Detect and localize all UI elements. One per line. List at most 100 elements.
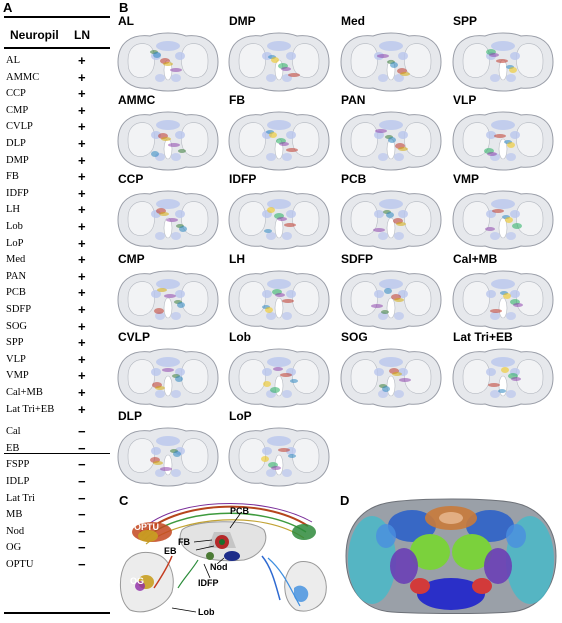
row-ln-symbol: −	[78, 490, 86, 506]
panel-c-drawing	[120, 502, 327, 613]
row-ln-symbol: −	[78, 457, 86, 473]
row-ln-symbol: +	[78, 136, 86, 151]
table-row: CMP +	[4, 103, 110, 120]
thumbnail-label: VMP	[453, 172, 480, 186]
header-neuropil: Neuropil	[10, 28, 59, 42]
brain-thumbnail	[228, 348, 330, 408]
thumbnail-label: SDFP	[341, 252, 374, 266]
brain-thumbnail	[452, 32, 554, 92]
table-row: SOG +	[4, 318, 110, 336]
table-row: MB −	[4, 507, 110, 524]
thumbnail-label: SOG	[341, 330, 368, 344]
thumbnail-label: CVLP	[118, 330, 151, 344]
row-ln-symbol: +	[78, 252, 86, 268]
row-ln-symbol: +	[78, 285, 86, 301]
table-row: AMMC +	[4, 69, 110, 87]
table-row: EB −	[4, 441, 110, 458]
panel-a-letter: A	[3, 0, 13, 15]
row-ln-symbol: +	[78, 318, 86, 334]
table-row: DMP +	[4, 152, 110, 170]
row-neuropil-name: CVLP	[6, 121, 33, 133]
row-ln-symbol: +	[78, 219, 86, 234]
row-neuropil-name: Lat Tri	[6, 492, 35, 504]
row-ln-symbol: −	[78, 557, 86, 572]
brain-thumbnail	[117, 111, 219, 171]
row-ln-symbol: −	[78, 540, 86, 556]
table-row: Lat Tri −	[4, 490, 110, 508]
table-row: IDLP −	[4, 474, 110, 491]
thumbnail-label: PCB	[341, 172, 367, 186]
table-row: IDFP +	[4, 186, 110, 203]
table-row: Med +	[4, 252, 110, 269]
row-ln-symbol: +	[78, 268, 86, 284]
thumbnail-label: VLP	[453, 93, 477, 107]
brain-thumbnail	[452, 270, 554, 330]
row-neuropil-name: OG	[6, 542, 22, 554]
row-neuropil-name: EB	[6, 442, 20, 454]
panel-d-figure	[342, 496, 560, 616]
table-row: Cal+MB +	[4, 385, 110, 402]
table-row: Lob +	[4, 219, 110, 236]
table-row: PAN +	[4, 268, 110, 286]
brain-thumbnail	[117, 190, 219, 250]
panel-c-letter: C	[119, 493, 129, 508]
row-ln-symbol: −	[78, 507, 86, 523]
table-row: DLP +	[4, 136, 110, 153]
row-neuropil-name: SOG	[6, 320, 28, 332]
row-ln-symbol: +	[78, 53, 86, 68]
row-neuropil-name: FSPP	[6, 459, 30, 471]
row-ln-symbol: −	[78, 523, 86, 539]
thumbnail-label: Med	[341, 14, 365, 28]
row-neuropil-name: Nod	[6, 525, 25, 537]
brain-thumbnail	[340, 190, 442, 250]
brain-thumbnail	[228, 32, 330, 92]
label-idfp: IDFP	[198, 578, 219, 588]
row-neuropil-name: IDLP	[6, 476, 30, 487]
row-neuropil-name: FB	[6, 171, 19, 183]
table-row: CVLP +	[4, 119, 110, 136]
table-row: Lat Tri+EB +	[4, 402, 110, 419]
row-neuropil-name: SDFP	[6, 304, 32, 315]
row-ln-symbol: −	[78, 424, 86, 440]
label-lob: Lob	[198, 607, 215, 617]
table-row: SDFP +	[4, 302, 110, 319]
thumbnail-label: SPP	[453, 14, 478, 28]
table-row: LH +	[4, 202, 110, 219]
label-eb: EB	[164, 546, 177, 556]
row-neuropil-name: VLP	[6, 353, 26, 365]
thumbnail-label: Cal+MB	[453, 252, 498, 266]
thumbnail-label: Lat Tri+EB	[453, 330, 513, 344]
row-neuropil-name: DMP	[6, 154, 29, 166]
row-neuropil-name: CMP	[6, 104, 29, 116]
thumbnail-label: AMMC	[118, 93, 156, 107]
row-ln-symbol: +	[78, 351, 86, 367]
row-ln-symbol: +	[78, 152, 86, 168]
row-neuropil-name: LH	[6, 204, 20, 216]
row-neuropil-name: AMMC	[6, 71, 40, 83]
row-ln-symbol: +	[78, 119, 86, 135]
row-neuropil-name: Cal	[6, 426, 21, 438]
brain-thumbnail	[340, 32, 442, 92]
row-ln-symbol: −	[78, 474, 86, 489]
brain-thumbnail	[452, 348, 554, 408]
thumbnail-label: IDFP	[229, 172, 257, 186]
row-neuropil-name: SPP	[6, 337, 24, 349]
panel-c-figure: OPTU PCB FB EB OG Nod IDFP Lob	[112, 496, 334, 618]
brain-thumbnail	[117, 427, 219, 487]
row-neuropil-name: IDFP	[6, 187, 29, 199]
row-neuropil-name: Lob	[6, 221, 23, 232]
row-ln-symbol: +	[78, 169, 86, 185]
table-row: FB +	[4, 169, 110, 186]
row-ln-symbol: +	[78, 302, 86, 317]
row-ln-symbol: +	[78, 202, 86, 218]
table-row: Nod −	[4, 523, 110, 541]
table-header-rule	[4, 47, 110, 49]
brain-thumbnail	[452, 111, 554, 171]
header-ln: LN	[74, 28, 90, 42]
row-ln-symbol: +	[78, 69, 86, 85]
row-neuropil-name: Med	[6, 254, 26, 266]
table-bottom-rule	[4, 612, 110, 614]
row-ln-symbol: +	[78, 368, 86, 384]
thumbnail-label: CCP	[118, 172, 144, 186]
panel-d-drawing	[345, 498, 557, 614]
